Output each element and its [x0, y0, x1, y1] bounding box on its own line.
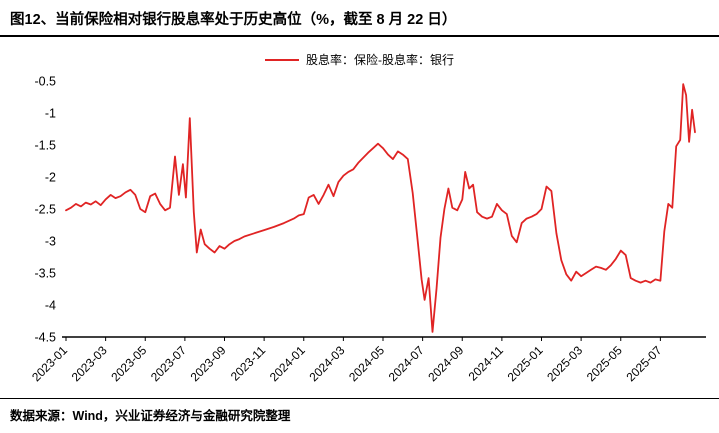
legend-line-swatch — [265, 58, 299, 61]
y-tick-label: -0.5 — [34, 75, 56, 89]
y-tick-label: -3.5 — [34, 267, 56, 281]
line-chart: -0.5-1-1.5-2-2.5-3-3.5-4-4.52023-012023-… — [29, 75, 706, 384]
x-tick-label: 2025-03 — [544, 343, 585, 384]
x-tick-label: 2024-01 — [267, 343, 308, 384]
x-tick-label: 2023-03 — [69, 343, 110, 384]
legend-label: 股息率：保险-股息率：银行 — [306, 53, 454, 67]
legend: 股息率：保险-股息率：银行 — [0, 51, 719, 68]
x-tick-label: 2025-05 — [584, 343, 625, 384]
chart-area: -0.5 -1 -1.5 -2 -2.5 -3 -3.5 -4 -4.5 2023-01 2023-… — [0, 37, 719, 402]
x-tick-label: 2024-09 — [425, 343, 466, 384]
series-line-insurance-minus-bank-yield — [65, 83, 696, 333]
y-tick-label: -2.5 — [34, 203, 56, 217]
x-tick-label: 2024-07 — [386, 343, 427, 384]
x-tick-label: 2024-05 — [346, 343, 387, 384]
figure-title: 图12、当前保险相对银行股息率处于历史高位（%，截至 8 月 22 日） — [0, 0, 719, 37]
x-tick-label: 2024-11 — [466, 343, 507, 384]
y-tick-label: -2 — [45, 171, 56, 185]
y-tick-label: -3 — [45, 235, 56, 249]
x-tick-label: 2023-05 — [108, 343, 149, 384]
y-tick-label: -4.5 — [34, 331, 56, 345]
x-tick-label: 2023-07 — [148, 343, 189, 384]
x-tick-label: 2023-01 — [29, 343, 70, 384]
y-tick-label: -4 — [45, 299, 56, 313]
x-tick-label: 2025-07 — [623, 343, 664, 384]
x-tick-label: 2023-09 — [188, 343, 229, 384]
x-tick-label: 2025-01 — [505, 343, 546, 384]
x-tick-label: 2024-03 — [306, 343, 347, 384]
x-tick-label: 2023-11 — [228, 343, 269, 384]
y-tick-label: -1.5 — [34, 139, 56, 153]
data-source: 数据来源：Wind，兴业证券经济与金融研究院整理 — [0, 398, 719, 433]
y-tick-label: -1 — [45, 107, 56, 121]
